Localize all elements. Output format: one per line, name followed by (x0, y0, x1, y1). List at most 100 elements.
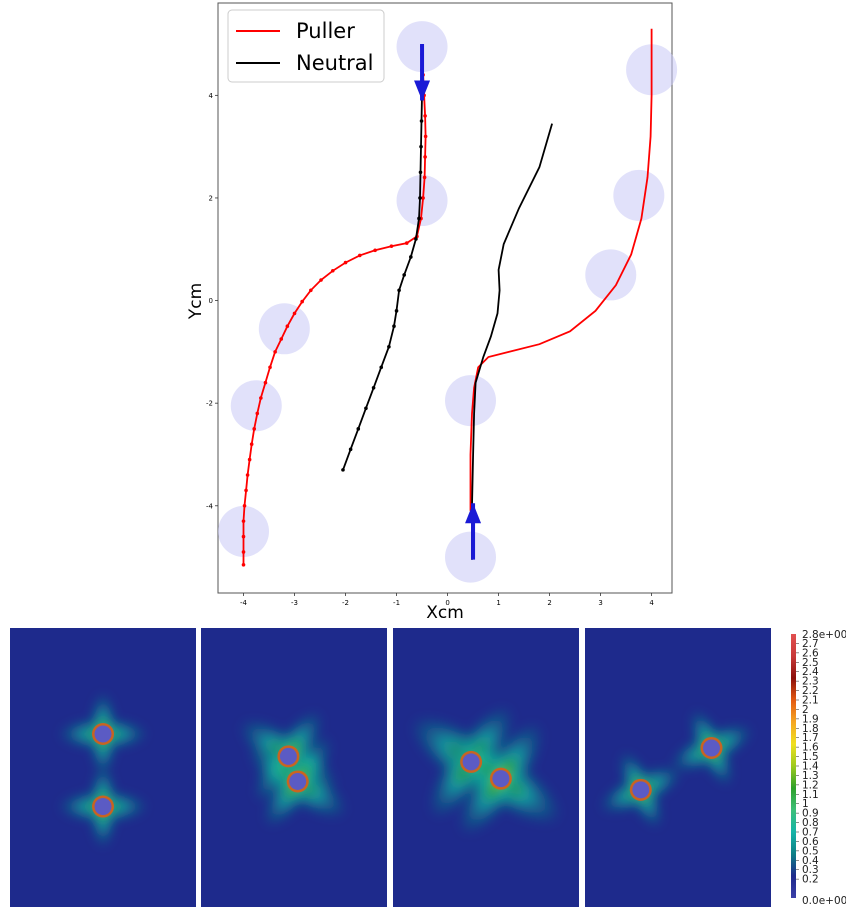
swimmer-body-2-0 (462, 753, 480, 771)
colorbar-tick-label-6: 2.1 (802, 695, 819, 707)
data-point-puller-0-20 (319, 278, 323, 282)
data-point-puller-0-10 (255, 411, 260, 416)
colorbar-top-label: 2.8e+00 (802, 629, 846, 641)
data-point-puller-0-19 (309, 288, 313, 293)
trajectory-plot: -4 -3 -2 -1 0 1 2 3 4 -4 -2 0 2 4 Xcm Ycm Puller Neu… (186, 2, 678, 623)
swimmer-circle-2 (258, 303, 310, 355)
data-point-puller-0-25 (389, 244, 394, 248)
colorbar-tick-label-7: 2 (802, 704, 809, 716)
swimmer-body-3-0 (632, 781, 650, 799)
data-point-neutral-1-8 (394, 309, 399, 313)
y-tick-label-4: 4 (209, 92, 214, 100)
x-tick-label-7: 3 (598, 599, 602, 607)
x-tick-label-6: 2 (547, 599, 551, 607)
data-point-neutral-1-9 (397, 288, 401, 293)
swimmer-body-2-1 (492, 770, 510, 788)
data-point-neutral-1-1 (348, 447, 353, 452)
data-point-neutral-1-10 (402, 273, 406, 277)
data-point-puller-0-11 (259, 396, 263, 400)
heatmap-svg-2 (393, 628, 579, 907)
colorbar-strip (791, 634, 796, 898)
data-point-puller-0-30 (422, 175, 427, 180)
heatmap-panel-2 (201, 628, 387, 907)
data-point-neutral-1-5 (379, 365, 384, 370)
colorbar-tick-label-18: 0.9 (802, 808, 819, 820)
heatmap-svg-3 (585, 628, 771, 907)
colorbar: 2.8e+00 0.0e+00 2.72.62.52.42.32.22.121.… (791, 629, 846, 907)
data-point-puller-0-15 (279, 337, 284, 341)
arrow-head-0 (414, 80, 431, 101)
swimmer-circle-9 (445, 531, 497, 583)
data-point-neutral-1-11 (409, 255, 413, 259)
data-point-neutral-1-13 (417, 216, 421, 221)
plot-frame (217, 2, 673, 594)
data-point-neutral-1-6 (387, 344, 391, 349)
x-tick-label-0: -4 (240, 599, 248, 607)
x-axis-ticks: -4 -3 -2 -1 0 1 2 3 4 (240, 593, 654, 607)
x-tick-label-5: 1 (496, 599, 500, 607)
data-point-puller-0-4 (242, 503, 247, 508)
data-point-puller-0-13 (268, 365, 272, 370)
colorbar-tick-label-4: 2.3 (802, 676, 819, 688)
heatmap-svg-1 (201, 628, 387, 907)
data-point-neutral-1-0 (341, 468, 345, 472)
data-point-neutral-1-4 (371, 385, 376, 390)
colorbar-tick-label-25: 0.2 (802, 874, 819, 886)
swimmer-body-1-0 (279, 747, 297, 765)
heatmap-panel-3 (393, 628, 579, 907)
data-point-puller-0-9 (252, 427, 257, 431)
direction-arrows (414, 44, 482, 560)
colorbar-tick-label-15: 1.2 (802, 779, 819, 791)
data-point-neutral-1-3 (364, 406, 368, 411)
colorbar-tick-label-5: 2.2 (802, 685, 819, 697)
x-axis-label: Xcm (426, 603, 464, 623)
colorbar-tick-label-9: 1.8 (802, 723, 819, 735)
data-point-puller-0-2 (241, 534, 246, 539)
data-point-puller-0-21 (330, 269, 335, 273)
colorbar-tick-label-0: 2.7 (802, 638, 819, 650)
data-point-puller-0-23 (358, 253, 362, 258)
swimmer-body-0-1 (94, 798, 112, 816)
data-point-puller-0-3 (241, 519, 246, 523)
colorbar-tick-label-23: 0.4 (802, 855, 819, 867)
data-point-puller-0-31 (423, 155, 427, 159)
swimmer-circle-3 (230, 380, 282, 432)
swimmer-body-1-1 (289, 772, 307, 790)
y-tick-label-2: 0 (209, 297, 213, 305)
x-tick-label-2: -2 (342, 599, 349, 607)
data-point-puller-0-33 (423, 114, 427, 118)
swimmer-body-3-1 (702, 739, 720, 757)
swimmer-circle-6 (613, 169, 665, 221)
y-axis-ticks: -4 -2 0 2 4 (206, 92, 218, 510)
colorbar-tick-label-16: 1.1 (802, 789, 819, 801)
colorbar-tick-label-11: 1.6 (802, 742, 819, 754)
swimmer-body-0-0 (94, 725, 112, 743)
colorbar-tick-label-8: 1.9 (802, 713, 819, 725)
legend: Puller Neutral (227, 9, 385, 83)
data-point-puller-0-0 (241, 562, 246, 567)
data-point-neutral-1-17 (419, 119, 424, 123)
data-point-puller-0-22 (343, 260, 348, 265)
x-tick-label-8: 4 (649, 599, 654, 607)
colorbar-tick-label-14: 1.3 (802, 770, 819, 782)
swimmer-circle-7 (585, 249, 637, 301)
colorbar-tick-label-22: 0.5 (802, 845, 819, 857)
data-point-puller-0-6 (245, 473, 250, 477)
data-point-neutral-1-7 (392, 324, 396, 329)
data-point-puller-0-8 (249, 442, 254, 447)
series-line-puller-2 (469, 28, 653, 511)
x-tick-label-1: -3 (291, 599, 298, 607)
colorbar-tick-label-12: 1.5 (802, 751, 819, 763)
y-tick-label-0: -4 (206, 502, 214, 510)
legend-label-neutral: Neutral (296, 51, 374, 75)
y-axis-label: Ycm (186, 283, 206, 320)
series-line-neutral-3 (471, 123, 553, 560)
colorbar-tick-label-3: 2.4 (802, 666, 819, 678)
heatmap-panel-4 (585, 628, 771, 907)
data-point-neutral-1-15 (418, 170, 423, 175)
data-point-puller-0-24 (373, 248, 377, 253)
colorbar-tick-label-1: 2.6 (802, 647, 819, 659)
arrow-head-1 (465, 503, 482, 524)
data-point-neutral-1-12 (414, 237, 418, 241)
colorbar-ticks: 2.72.62.52.42.32.22.121.91.81.71.61.51.4… (796, 638, 819, 886)
